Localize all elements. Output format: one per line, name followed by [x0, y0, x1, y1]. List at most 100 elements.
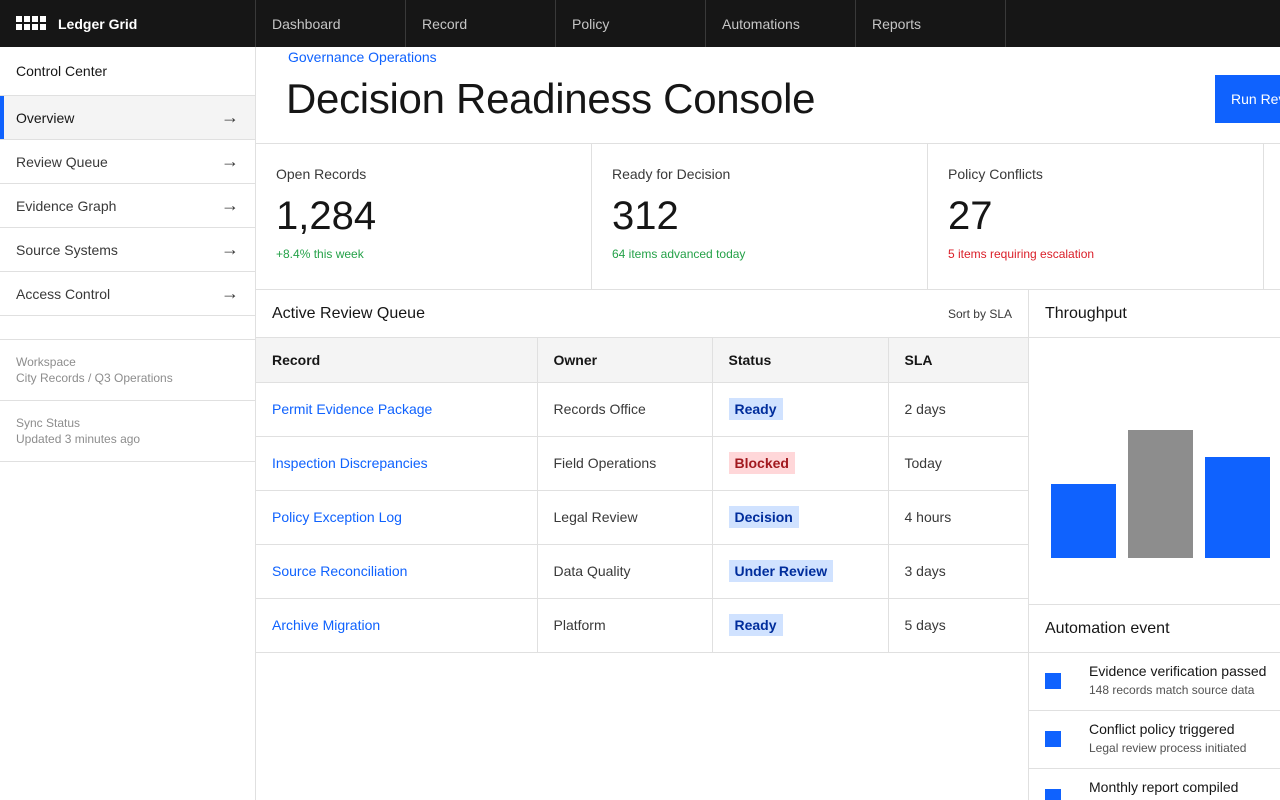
status-cell: Blocked: [712, 436, 889, 491]
automation-panel: Automation event Evidence verification p…: [1029, 605, 1280, 800]
run-review-button[interactable]: Run Review: [1215, 75, 1280, 123]
sidebar-item-review-queue[interactable]: Review Queue →: [0, 140, 255, 184]
queue-title: Active Review Queue: [272, 304, 425, 322]
kpi-trend: +8.4% this week: [276, 247, 364, 261]
column-header-owner[interactable]: Owner: [537, 338, 713, 383]
kpi-value: 1,284: [276, 194, 377, 238]
kpi-value: 27: [948, 194, 993, 238]
sidebar-item-overview[interactable]: Overview →: [0, 96, 255, 140]
table-row[interactable]: Permit Evidence Package Records Office R…: [256, 382, 1028, 437]
sidebar-item-label: Access Control: [16, 285, 111, 302]
workspace-value: City Records / Q3 Operations: [16, 371, 173, 385]
record-link[interactable]: Permit Evidence Package: [256, 382, 538, 437]
status-cell: Decision: [712, 490, 889, 545]
sidebar-item-evidence-graph[interactable]: Evidence Graph →: [0, 184, 255, 228]
arrow-right-icon: →: [221, 151, 239, 171]
owner-cell: Data Quality: [537, 544, 713, 599]
column-header-sla[interactable]: SLA: [888, 338, 1028, 383]
kpi-trend: 5 items requiring escalation: [948, 247, 1095, 261]
sync-status: Sync Status Updated 3 minutes ago: [0, 401, 255, 462]
table-row[interactable]: Source Reconciliation Data Quality Under…: [256, 544, 1028, 599]
table-row[interactable]: Policy Exception Log Legal Review Decisi…: [256, 490, 1028, 545]
event-detail: Legal review process initiated: [1089, 741, 1247, 755]
app-switcher-icon[interactable]: [16, 15, 46, 32]
record-link[interactable]: Source Reconciliation: [256, 544, 538, 599]
status-cell: Under Review: [712, 544, 889, 599]
kpi-row: Open Records 1,284 +8.4% this week Ready…: [256, 144, 1280, 290]
kpi-value: 312: [612, 194, 679, 238]
sidebar-item-label: Evidence Graph: [16, 197, 117, 214]
sidebar: Control Center Overview → Review Queue →…: [0, 47, 256, 800]
status-badge: Ready: [728, 398, 783, 420]
sidebar-heading: Control Center: [0, 47, 255, 96]
kpi-label: Policy Conflicts: [948, 166, 1043, 182]
throughput-chart: [1029, 338, 1280, 604]
brand[interactable]: Ledger Grid: [0, 0, 256, 47]
sidebar-item-label: Source Systems: [16, 241, 118, 258]
throughput-bar: [1205, 457, 1270, 558]
nav-dashboard[interactable]: Dashboard: [256, 0, 406, 47]
arrow-right-icon: →: [221, 283, 239, 303]
throughput-panel: Throughput: [1029, 290, 1280, 605]
list-item[interactable]: Monthly report compiled: [1029, 769, 1280, 800]
event-title: Monthly report compiled: [1089, 779, 1239, 795]
column-header-status[interactable]: Status: [712, 338, 889, 383]
sla-cell: 3 days: [888, 544, 1028, 599]
owner-cell: Platform: [537, 598, 713, 653]
page-title: Decision Readiness Console: [286, 75, 816, 122]
throughput-bar: [1128, 430, 1193, 558]
sidebar-item-access-control[interactable]: Access Control →: [0, 272, 255, 316]
status-badge: Ready: [728, 614, 783, 636]
event-title: Evidence verification passed: [1089, 663, 1267, 679]
queue-header: Active Review Queue Sort by SLA: [256, 290, 1028, 338]
arrow-right-icon: →: [221, 107, 239, 127]
top-bar: Ledger Grid Dashboard Record Policy Auto…: [0, 0, 1280, 47]
nav-reports[interactable]: Reports: [856, 0, 1006, 47]
kpi-open-records: Open Records 1,284 +8.4% this week: [256, 144, 592, 289]
kpi-ready-for-decision: Ready for Decision 312 64 items advanced…: [592, 144, 928, 289]
workspace-label: Workspace: [16, 355, 76, 369]
review-queue-panel: Active Review Queue Sort by SLA Record O…: [256, 290, 1029, 800]
brand-name: Ledger Grid: [58, 15, 138, 32]
workspace-info: Workspace City Records / Q3 Operations: [0, 340, 255, 401]
arrow-right-icon: →: [221, 239, 239, 259]
nav-automations[interactable]: Automations: [706, 0, 856, 47]
record-link[interactable]: Inspection Discrepancies: [256, 436, 538, 491]
sidebar-divider: [0, 316, 255, 340]
record-link[interactable]: Policy Exception Log: [256, 490, 538, 545]
sla-cell: 4 hours: [888, 490, 1028, 545]
event-detail: 148 records match source data: [1089, 683, 1255, 697]
column-header-record[interactable]: Record: [256, 338, 538, 383]
sidebar-item-label: Overview: [16, 109, 75, 126]
owner-cell: Legal Review: [537, 490, 713, 545]
sync-value: Updated 3 minutes ago: [16, 432, 141, 446]
event-marker-icon: [1045, 673, 1061, 689]
kpi-label: Ready for Decision: [612, 166, 731, 182]
sort-control[interactable]: Sort by SLA: [947, 306, 1012, 321]
table-row[interactable]: Archive Migration Platform Ready 5 days: [256, 598, 1028, 653]
sla-cell: 5 days: [888, 598, 1028, 653]
status-badge: Blocked: [728, 452, 795, 474]
table-header-row: Record Owner Status SLA: [256, 338, 1028, 383]
sidebar-item-source-systems[interactable]: Source Systems →: [0, 228, 255, 272]
event-marker-icon: [1045, 731, 1061, 747]
sla-cell: 2 days: [888, 382, 1028, 437]
nav-policy[interactable]: Policy: [556, 0, 706, 47]
owner-cell: Field Operations: [537, 436, 713, 491]
owner-cell: Records Office: [537, 382, 713, 437]
breadcrumb[interactable]: Governance Operations: [288, 49, 437, 65]
throughput-bar: [1051, 484, 1116, 558]
throughput-title: Throughput: [1029, 290, 1280, 338]
table-row[interactable]: Inspection Discrepancies Field Operation…: [256, 436, 1028, 491]
status-cell: Ready: [712, 382, 889, 437]
list-item[interactable]: Conflict policy triggered Legal review p…: [1029, 711, 1280, 769]
status-badge: Under Review: [728, 560, 834, 582]
nav-record[interactable]: Record: [406, 0, 556, 47]
sidebar-item-label: Review Queue: [16, 153, 108, 170]
event-marker-icon: [1045, 789, 1061, 800]
queue-table: Record Owner Status SLA Permit Evidence …: [256, 338, 1028, 653]
record-link[interactable]: Archive Migration: [256, 598, 538, 653]
status-badge: Decision: [728, 506, 799, 528]
sync-label: Sync Status: [16, 416, 81, 430]
list-item[interactable]: Evidence verification passed 148 records…: [1029, 653, 1280, 711]
